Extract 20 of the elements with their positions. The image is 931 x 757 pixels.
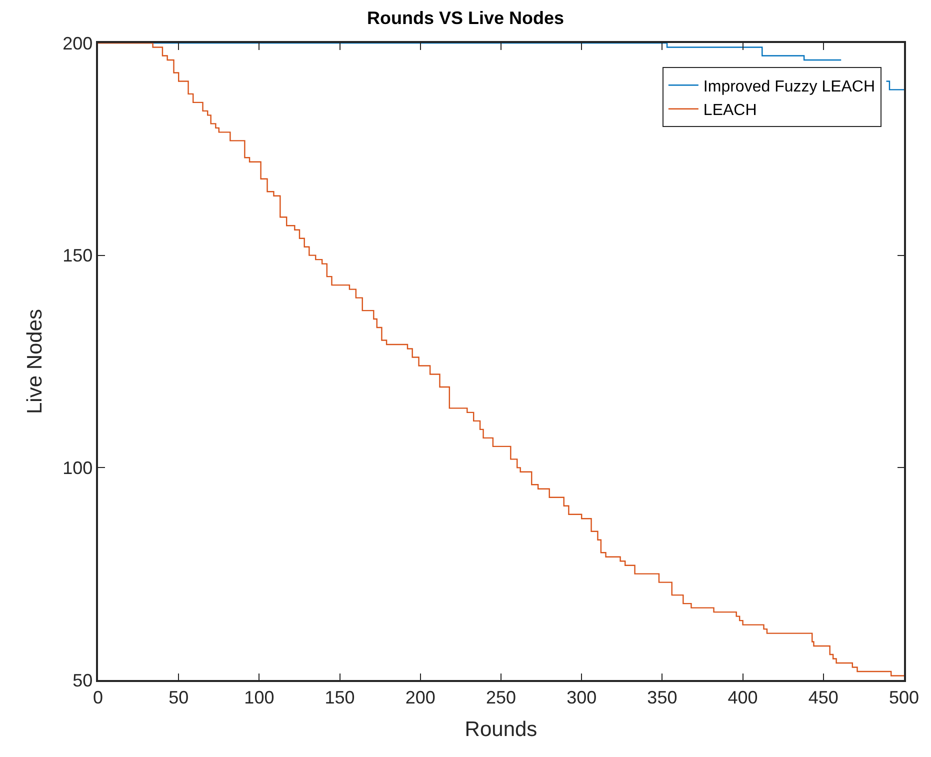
x-axis-title: Rounds <box>464 718 538 742</box>
x-tick-label: 100 <box>244 687 274 708</box>
x-tick-label: 450 <box>808 687 838 708</box>
x-tick-label: 50 <box>168 687 189 708</box>
chart-title: Rounds VS Live Nodes <box>366 8 564 28</box>
x-tick-label: 0 <box>92 687 104 708</box>
x-tick-label: 200 <box>405 687 436 708</box>
x-tick-label: 350 <box>647 687 678 708</box>
x-tick-label: 250 <box>486 687 516 708</box>
y-tick-label: 100 <box>62 458 93 478</box>
y-axis-title: Live Nodes <box>23 308 46 414</box>
legend-label: Improved Fuzzy LEACH <box>703 78 876 96</box>
y-tick-label: 50 <box>72 670 93 690</box>
x-tick-label: 400 <box>728 687 758 708</box>
x-tick-label: 150 <box>324 687 355 708</box>
x-tick-label: 500 <box>888 687 920 708</box>
y-tick-label: 200 <box>62 33 93 54</box>
x-tick-label: 300 <box>566 687 597 708</box>
legend-label: LEACH <box>703 102 757 120</box>
y-tick-label: 150 <box>62 246 93 266</box>
